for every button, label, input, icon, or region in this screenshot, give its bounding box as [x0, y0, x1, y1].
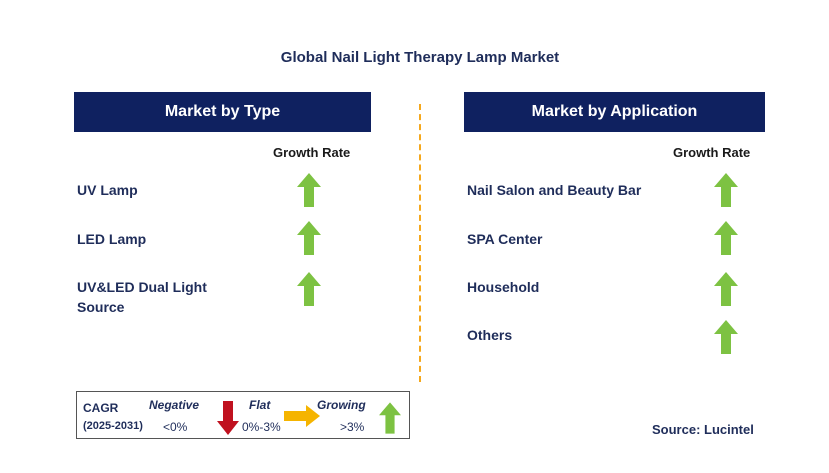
growing-arrow-icon [714, 320, 738, 354]
growing-arrow-icon [714, 221, 738, 255]
flat-arrow-icon [284, 405, 320, 427]
growing-arrow-icon [297, 272, 321, 306]
application-item-nail-salon: Nail Salon and Beauty Bar [467, 182, 642, 198]
negative-arrow-icon [217, 401, 239, 435]
legend-period: (2025-2031) [83, 420, 143, 432]
type-item-dual-light-line2: Source [77, 299, 125, 315]
growing-arrow-icon [714, 173, 738, 207]
page-title: Global Nail Light Therapy Lamp Market [280, 49, 560, 66]
application-item-others: Others [467, 327, 513, 343]
right-growth-rate-label: Growth Rate [673, 145, 751, 160]
type-item-led-lamp: LED Lamp [77, 231, 147, 247]
cagr-legend: CAGR (2025-2031) Negative <0% Flat 0%-3%… [76, 391, 410, 439]
source-note: Source: Lucintel [652, 422, 754, 437]
application-item-household: Household [467, 279, 540, 295]
legend-cagr-label: CAGR [83, 401, 119, 415]
application-item-spa-center: SPA Center [467, 231, 543, 247]
growing-arrow-icon [297, 221, 321, 255]
legend-negative-value: <0% [163, 420, 188, 434]
market-by-type-header: Market by Type [74, 92, 371, 132]
legend-flat-value: 0%-3% [242, 420, 281, 434]
panel-divider [419, 104, 421, 382]
growing-arrow-icon [297, 173, 321, 207]
type-item-uv-lamp: UV Lamp [77, 182, 138, 198]
market-by-application-header: Market by Application [464, 92, 765, 132]
legend-growing-label: Growing [317, 398, 366, 412]
legend-flat-label: Flat [249, 398, 271, 412]
growing-arrow-icon [379, 402, 401, 434]
type-item-dual-light-line1: UV&LED Dual Light [77, 279, 207, 295]
legend-growing-value: >3% [340, 420, 365, 434]
legend-negative-label: Negative [149, 398, 200, 412]
type-item-dual-light: UV&LED Dual Light Source [77, 277, 207, 317]
left-growth-rate-label: Growth Rate [273, 145, 351, 160]
growing-arrow-icon [714, 272, 738, 306]
